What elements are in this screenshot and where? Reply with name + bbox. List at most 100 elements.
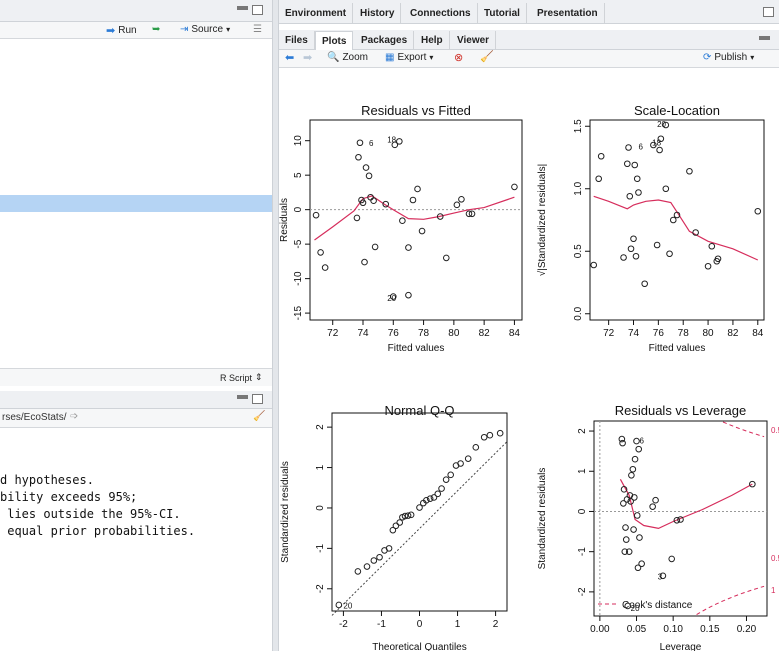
maximize-icon[interactable]: [252, 5, 263, 15]
data-point: [353, 214, 361, 222]
point-label: 6: [369, 139, 374, 148]
environment-tab-bar: Environment History Connections Tutorial…: [279, 0, 779, 24]
back-arrow-icon[interactable]: ⬅: [285, 52, 295, 64]
maximize-icon[interactable]: [252, 394, 263, 404]
plot-panel: Normal Q-Q Theoretical Quantiles Standardi…: [280, 403, 508, 651]
data-point: [635, 445, 643, 453]
tab-history[interactable]: History: [354, 3, 402, 23]
point-label: 20: [387, 294, 396, 303]
run-label: Run: [118, 25, 137, 36]
data-point: [354, 568, 362, 575]
x-tick-label: 74: [357, 328, 369, 339]
current-line-highlight: [0, 195, 272, 212]
tab-files[interactable]: Files: [279, 31, 315, 49]
clear-console-icon[interactable]: 🧹: [253, 411, 266, 422]
rerun-button[interactable]: ➥: [152, 24, 160, 35]
console-line: bility exceeds 95%;: [0, 490, 138, 504]
editor-status-bar: R Script ⇕: [0, 368, 272, 386]
data-point: [464, 455, 472, 462]
x-tick-label: 82: [727, 328, 739, 339]
tab-plots[interactable]: Plots: [315, 31, 354, 50]
restore-icon[interactable]: [763, 7, 774, 17]
file-type-label: R Script: [220, 372, 253, 383]
minimize-icon[interactable]: [237, 6, 248, 10]
data-point: [370, 557, 378, 564]
tab-help[interactable]: Help: [415, 31, 450, 49]
data-point: [590, 261, 598, 269]
tab-tutorial[interactable]: Tutorial: [478, 3, 527, 23]
export-button[interactable]: ▦ Export ▾: [385, 52, 433, 63]
broom-icon[interactable]: 🧹: [480, 51, 494, 63]
tab-packages[interactable]: Packages: [355, 31, 415, 49]
minimize-icon[interactable]: [759, 36, 770, 40]
tab-presentation[interactable]: Presentation: [531, 3, 605, 23]
tab-environment[interactable]: Environment: [279, 3, 354, 23]
outline-icon[interactable]: ☰: [253, 24, 262, 35]
source-label: Source: [191, 24, 224, 35]
x-tick-label: -1: [377, 619, 386, 630]
data-point: [355, 153, 362, 161]
run-button[interactable]: ➡ Run: [106, 24, 137, 37]
goto-dir-icon[interactable]: ➩: [70, 411, 79, 422]
y-tick-label: 1.0: [573, 181, 584, 195]
data-point: [631, 494, 638, 501]
x-tick-label: 72: [603, 328, 615, 339]
data-point: [447, 471, 454, 479]
x-tick-label: 0.05: [627, 624, 647, 635]
y-tick-label: -1: [315, 543, 326, 552]
chevron-down-icon: ▾: [750, 53, 755, 62]
y-tick-label: 1: [315, 464, 326, 470]
remove-plot-icon[interactable]: ⊗: [454, 52, 464, 64]
x-tick-label: 0.20: [737, 624, 757, 635]
data-point: [634, 564, 642, 572]
y-axis-label: Residuals: [279, 198, 290, 242]
data-point: [624, 602, 632, 610]
plot-title: Residuals vs Fitted: [361, 103, 471, 118]
y-tick-label: -5: [293, 239, 304, 248]
data-point: [438, 485, 445, 492]
data-point: [635, 189, 642, 196]
y-tick-label: -2: [577, 587, 588, 596]
left-pane: ➡ Run ➥ ⇥ Source ▾ ☰ R Script ⇕ rses/Eco…: [0, 0, 272, 651]
data-point: [627, 498, 634, 505]
x-tick-label: 76: [653, 328, 665, 339]
source-button[interactable]: ⇥ Source ▾: [180, 24, 230, 35]
data-point: [619, 439, 626, 447]
data-point: [362, 164, 370, 171]
data-point: [468, 210, 476, 218]
data-point: [625, 548, 633, 555]
x-tick-label: 0: [417, 619, 423, 630]
data-point: [630, 526, 637, 533]
lowess-smoother-line: [314, 195, 515, 241]
x-axis-label: Theoretical Quantiles: [372, 642, 467, 651]
tab-connections[interactable]: Connections: [404, 3, 478, 23]
source-icon: ⇥: [180, 24, 189, 35]
data-point: [714, 255, 722, 263]
x-tick-label: 74: [628, 328, 640, 339]
x-tick-label: 78: [678, 328, 690, 339]
y-tick-label: 10: [293, 135, 304, 147]
chevron-down-icon: ▾: [226, 25, 231, 34]
data-point: [436, 213, 444, 220]
zoom-button[interactable]: 🔍 Zoom: [327, 52, 368, 63]
pane-splitter[interactable]: [272, 0, 279, 651]
data-point: [317, 249, 324, 256]
data-point: [486, 431, 494, 439]
tab-viewer[interactable]: Viewer: [451, 31, 497, 49]
file-type-select[interactable]: R Script ⇕: [220, 372, 263, 383]
plot-title: Scale-Location: [634, 103, 720, 118]
forward-arrow-icon[interactable]: ➡: [303, 52, 313, 64]
data-point: [434, 490, 442, 498]
publish-button[interactable]: ⟳ Publish ▾: [703, 52, 754, 63]
data-point: [673, 211, 681, 219]
minimize-icon[interactable]: [237, 395, 248, 399]
export-icon: ▦: [385, 52, 395, 63]
data-point: [376, 553, 383, 561]
point-label: 20: [631, 604, 640, 613]
data-point: [625, 144, 632, 151]
cooks-distance-curve: [722, 421, 765, 438]
data-point: [653, 241, 661, 249]
data-point: [631, 455, 639, 463]
data-point: [391, 141, 399, 149]
plots-toolbar: ⬅ ➡ 🔍 Zoom ▦ Export ▾ ⊗ 🧹 ⟳ Publish ▾: [279, 50, 779, 68]
